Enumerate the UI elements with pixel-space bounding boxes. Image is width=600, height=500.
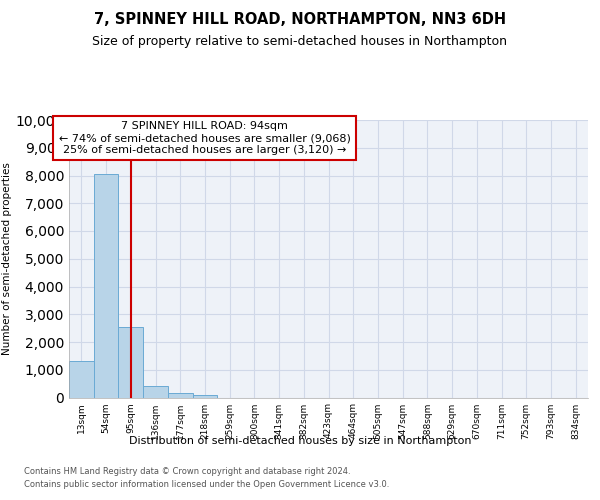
Bar xyxy=(143,386,168,398)
Text: Contains public sector information licensed under the Open Government Licence v3: Contains public sector information licen… xyxy=(24,480,389,489)
Text: Distribution of semi-detached houses by size in Northampton: Distribution of semi-detached houses by … xyxy=(129,436,471,446)
Text: 7, SPINNEY HILL ROAD, NORTHAMPTON, NN3 6DH: 7, SPINNEY HILL ROAD, NORTHAMPTON, NN3 6… xyxy=(94,12,506,28)
Bar xyxy=(118,326,143,398)
Text: 7 SPINNEY HILL ROAD: 94sqm
← 74% of semi-detached houses are smaller (9,068)
25%: 7 SPINNEY HILL ROAD: 94sqm ← 74% of semi… xyxy=(59,122,351,154)
Bar xyxy=(193,394,217,398)
Y-axis label: Number of semi-detached properties: Number of semi-detached properties xyxy=(2,162,12,355)
Bar xyxy=(69,362,94,398)
Text: Size of property relative to semi-detached houses in Northampton: Size of property relative to semi-detach… xyxy=(92,35,508,48)
Text: Contains HM Land Registry data © Crown copyright and database right 2024.: Contains HM Land Registry data © Crown c… xyxy=(24,468,350,476)
Bar xyxy=(168,393,193,398)
Bar xyxy=(94,174,118,398)
